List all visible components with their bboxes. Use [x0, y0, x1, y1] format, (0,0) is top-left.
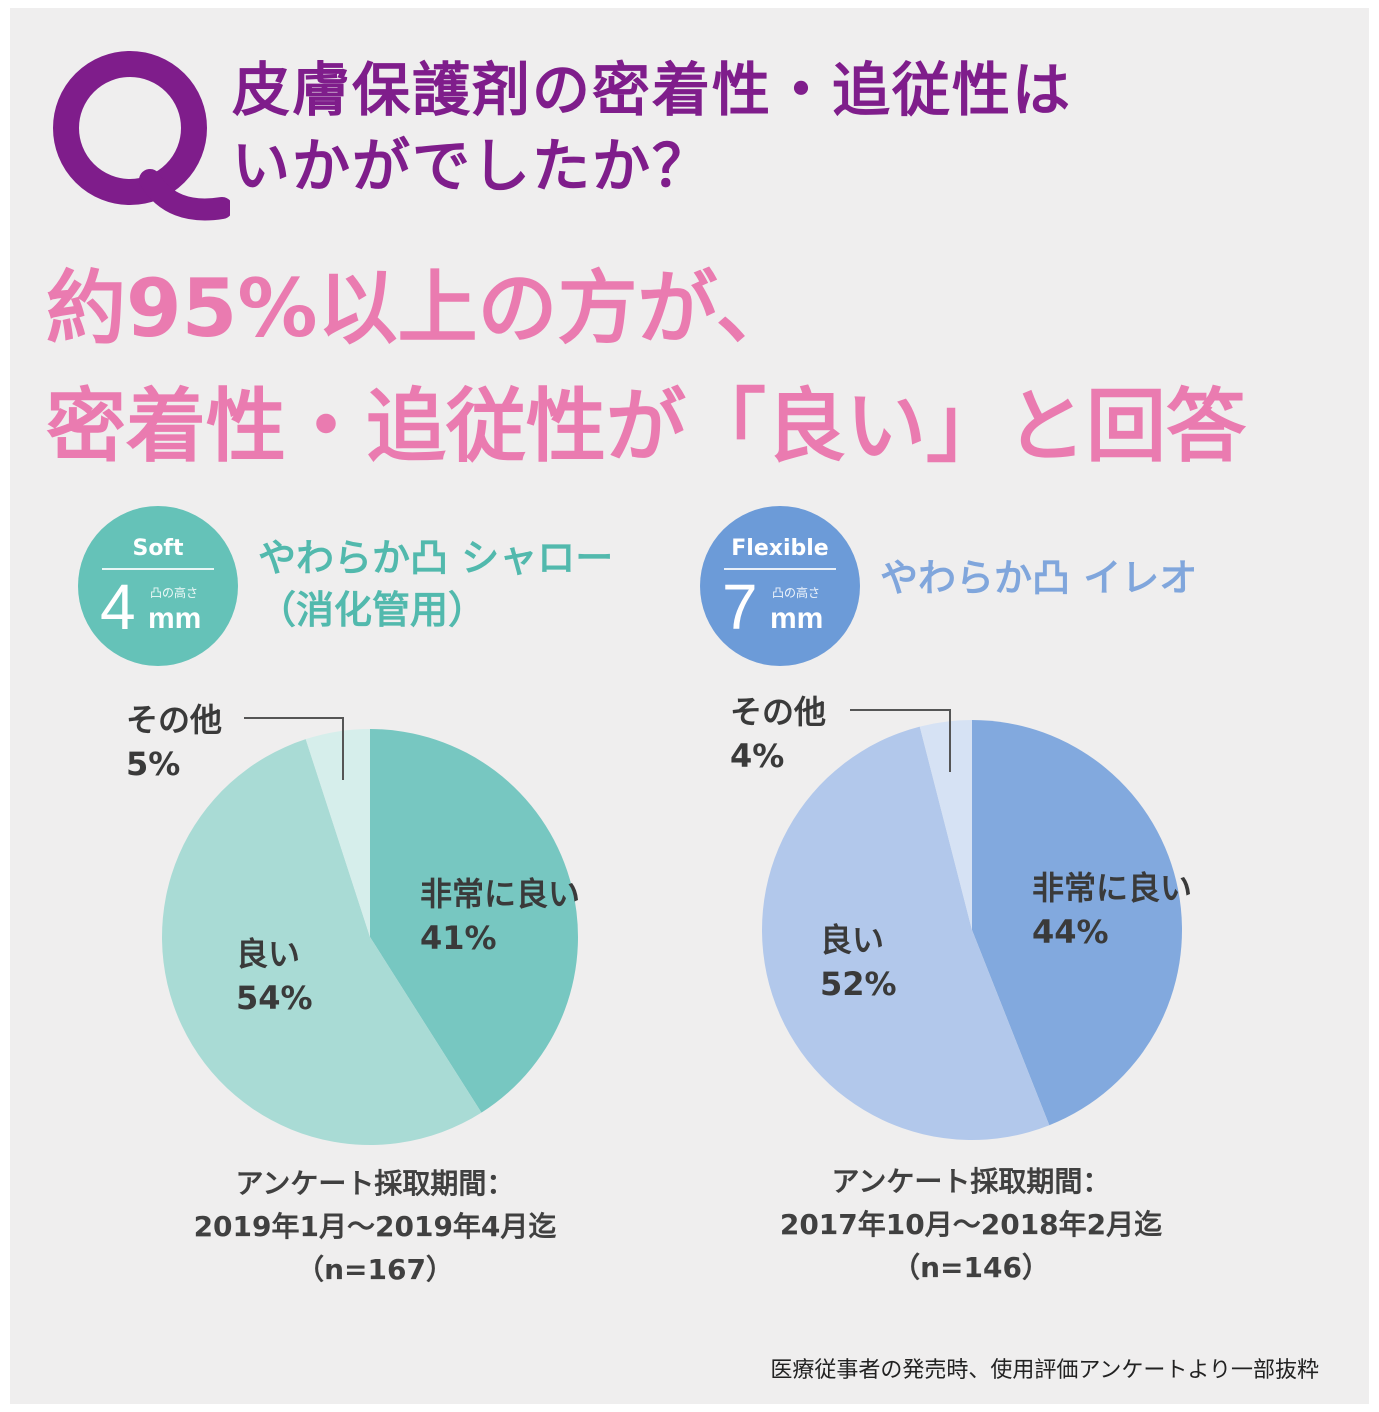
- pie1-label-very-good-value: 41%: [420, 919, 497, 957]
- pie2-label-very-good-value: 44%: [1032, 913, 1109, 951]
- headline-line-2: 密着性・追従性が「良い」と回答: [46, 380, 1246, 473]
- badge-divider: [724, 568, 836, 570]
- product-name-1: やわらか凸 シャロー （消化管用）: [258, 532, 613, 636]
- pie2-slice-very-good: [972, 720, 1182, 1126]
- pie1-label-other-value: 5%: [126, 745, 181, 783]
- infographic-panel: [10, 8, 1369, 1404]
- product-name-1-line-2: （消化管用）: [258, 588, 487, 632]
- survey-period-2-dates: 2017年10月～2018年2月迄: [779, 1208, 1163, 1241]
- q-mark-icon: [53, 51, 230, 221]
- pie1-label-good-name: 良い: [236, 935, 301, 973]
- headline: 約95%以上の方が、 密着性・追従性が「良い」と回答: [46, 250, 1246, 486]
- pie2-label-other-name: その他: [730, 693, 827, 731]
- other-leader-line-1: [244, 717, 344, 780]
- pie1-slice-very-good: [370, 728, 579, 1113]
- badge-sub: 凸の高さ: [772, 586, 821, 600]
- pie2-label-very-good-name: 非常に良い: [1032, 869, 1193, 907]
- pie-chart-shallow: [162, 728, 579, 1145]
- badge-category: Soft: [132, 536, 184, 561]
- survey-period-1-dates: 2019年1月～2019年4月迄: [193, 1210, 557, 1243]
- pie2-label-very-good: 非常に良い 44%: [1032, 866, 1192, 954]
- badge-sub: 凸の高さ: [150, 586, 199, 600]
- product-name-1-line-1: やわらか凸 シャロー: [258, 536, 614, 580]
- survey-period-2: アンケート採取期間： 2017年10月～2018年2月迄 （n=146）: [756, 1160, 1186, 1289]
- pie1-label-other-name: その他: [126, 701, 223, 739]
- flexible-badge: Flexible 7 凸の高さ mm: [700, 506, 860, 666]
- question-line-1: 皮膚保護剤の密着性・追従性は: [232, 56, 1073, 124]
- survey-period-1: アンケート採取期間： 2019年1月～2019年4月迄 （n=167）: [160, 1162, 590, 1291]
- pie1-label-good-value: 54%: [236, 979, 313, 1017]
- survey-period-2-label: アンケート採取期間：: [831, 1165, 1111, 1198]
- pie1-label-very-good-name: 非常に良い: [420, 875, 581, 913]
- badge-number: 7: [722, 571, 758, 643]
- pie2-label-good-name: 良い: [820, 921, 885, 959]
- badge-category: Flexible: [731, 536, 829, 561]
- headline-line-1: 約95%以上の方が、: [46, 262, 796, 355]
- pie2-label-other: その他 4%: [730, 690, 826, 778]
- product-name-2-line-1: やわらか凸 イレオ: [880, 556, 1198, 600]
- pie1-slice-other: [305, 729, 370, 937]
- survey-period-1-sample: （n=167）: [296, 1253, 454, 1286]
- pie2-label-other-value: 4%: [730, 737, 785, 775]
- badge-divider: [102, 568, 214, 570]
- pie2-label-good-value: 52%: [820, 965, 897, 1003]
- soft-badge: Soft 4 凸の高さ mm: [78, 506, 238, 666]
- pie1-slice-good: [162, 739, 482, 1145]
- pie1-label-good: 良い 54%: [236, 932, 313, 1020]
- other-leader-line-2: [850, 709, 951, 772]
- pie1-label-other: その他 5%: [126, 698, 222, 786]
- footnote: 医療従事者の発売時、使用評価アンケートより一部抜粋: [770, 1358, 1319, 1383]
- survey-period-1-label: アンケート採取期間：: [235, 1167, 515, 1200]
- product-name-2: やわらか凸 イレオ: [880, 552, 1197, 604]
- badge-unit: mm: [770, 602, 824, 635]
- pie2-slice-other: [919, 720, 972, 930]
- question-text: 皮膚保護剤の密着性・追従性は いかがでしたか？: [232, 52, 1072, 204]
- badge-unit: mm: [148, 602, 202, 635]
- badge-number: 4: [100, 571, 136, 643]
- pie2-slice-good: [761, 726, 1050, 1141]
- question-line-2: いかがでしたか？: [232, 132, 713, 200]
- survey-period-2-sample: （n=146）: [892, 1251, 1050, 1284]
- pie2-label-good: 良い 52%: [820, 918, 897, 1006]
- pie1-label-very-good: 非常に良い 41%: [420, 872, 580, 960]
- pie-chart-ileo: [761, 720, 1182, 1141]
